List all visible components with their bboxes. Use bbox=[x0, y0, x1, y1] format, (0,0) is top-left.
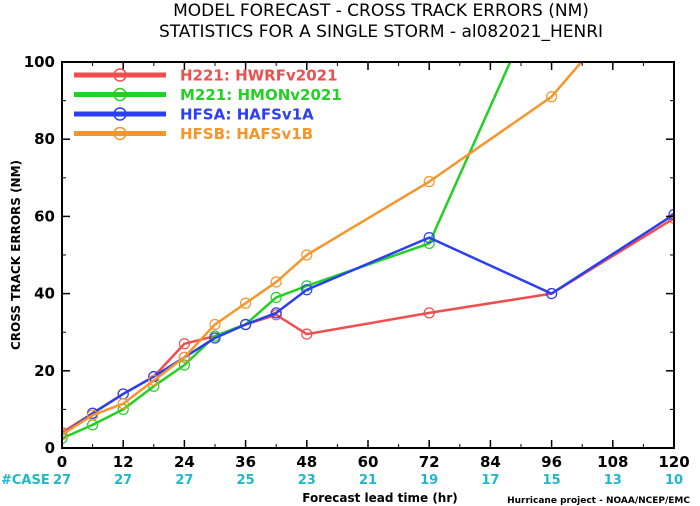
credit-text: Hurricane project - NOAA/NCEP/EMC bbox=[507, 496, 690, 506]
x-tick-label: 96 bbox=[541, 453, 562, 471]
series-1-point bbox=[669, 42, 679, 52]
y-tick-label: 80 bbox=[34, 130, 55, 148]
case-counts: #CASE 27 27 27 25 23 21 19 17 15 13 10 bbox=[1, 473, 683, 488]
series-3-point bbox=[117, 398, 129, 410]
legend-label-1: M221: HMONv2021 bbox=[180, 86, 342, 104]
legend-label-0: H221: HWRFv2021 bbox=[180, 67, 338, 85]
legend-label-3: HFSB: HAFSv1B bbox=[180, 125, 313, 143]
case-count: 27 bbox=[53, 473, 71, 488]
x-tick-label: 108 bbox=[597, 453, 628, 471]
legend-marker-2 bbox=[113, 107, 127, 121]
y-axis-label: CROSS TRACK ERRORS (NM) bbox=[9, 160, 23, 350]
series-0-point bbox=[301, 328, 313, 340]
case-count: 13 bbox=[604, 473, 622, 488]
series-3-point bbox=[178, 351, 190, 363]
series-3-point bbox=[86, 409, 99, 421]
x-axis-label: Forecast lead time (hr) bbox=[302, 491, 458, 505]
case-count: 23 bbox=[298, 473, 316, 488]
y-tick-label: 40 bbox=[34, 285, 55, 303]
x-tick-label: 12 bbox=[113, 453, 134, 471]
series-line-2 bbox=[62, 213, 674, 436]
x-tick-label: 120 bbox=[658, 453, 689, 471]
series-2-point bbox=[270, 307, 282, 319]
series-3-point bbox=[545, 91, 558, 103]
legend-label-2: HFSA: HAFSv1A bbox=[180, 106, 314, 124]
case-count: 21 bbox=[359, 473, 377, 488]
case-count: 17 bbox=[481, 473, 499, 488]
x-tick-label: 0 bbox=[57, 453, 67, 471]
series-0-point bbox=[423, 307, 435, 319]
series-3-point bbox=[240, 297, 252, 309]
case-count: 25 bbox=[237, 473, 255, 488]
legend-marker-3 bbox=[113, 126, 127, 141]
legend-marker-1 bbox=[113, 87, 127, 102]
case-label: #CASE bbox=[1, 473, 50, 488]
series-2-point bbox=[423, 232, 435, 244]
series-3-point bbox=[62, 428, 68, 441]
case-count: 15 bbox=[543, 473, 561, 488]
case-count: 27 bbox=[175, 473, 193, 488]
series-0-point bbox=[178, 338, 190, 350]
series-3-point bbox=[270, 276, 282, 288]
x-tick-label: 60 bbox=[358, 453, 379, 471]
series-2-point bbox=[301, 284, 313, 296]
y-tick-label: 20 bbox=[34, 362, 55, 380]
series-3-point bbox=[301, 249, 313, 261]
case-count: 27 bbox=[114, 473, 132, 488]
series-2-point bbox=[545, 288, 558, 300]
plot-frame bbox=[61, 61, 675, 449]
x-tick-label: 24 bbox=[174, 453, 195, 471]
chart-subtitle: STATISTICS FOR A SINGLE STORM - al082021… bbox=[159, 22, 603, 42]
series-2-point bbox=[668, 208, 674, 221]
legend-marker-0 bbox=[113, 68, 127, 82]
series-2-point bbox=[240, 318, 252, 331]
case-count: 10 bbox=[665, 473, 683, 488]
x-tick-label: 84 bbox=[480, 453, 501, 471]
series-1-point bbox=[62, 432, 68, 444]
y-tick-label: 60 bbox=[34, 207, 55, 225]
series-1-point bbox=[178, 359, 190, 371]
x-tick-label: 36 bbox=[235, 453, 256, 471]
chart-title: MODEL FORECAST - CROSS TRACK ERRORS (NM) bbox=[173, 1, 589, 21]
series-2-point bbox=[209, 332, 221, 344]
y-tick-label: 100 bbox=[24, 53, 55, 71]
series-3-point bbox=[209, 318, 221, 331]
y-tick-label: 0 bbox=[45, 439, 55, 457]
x-tick-label: 48 bbox=[296, 453, 317, 471]
series-3-point bbox=[423, 176, 435, 188]
axis-ticks: 0 12 24 36 48 60 72 84 96 108 120 0 20 40 60 80 100 bbox=[24, 53, 690, 471]
x-tick-label: 72 bbox=[419, 453, 440, 471]
series-1-point bbox=[270, 291, 282, 304]
case-count: 19 bbox=[420, 473, 438, 488]
series-3-point bbox=[148, 374, 160, 387]
series-line-0 bbox=[62, 217, 674, 434]
series-layer bbox=[62, 42, 679, 444]
